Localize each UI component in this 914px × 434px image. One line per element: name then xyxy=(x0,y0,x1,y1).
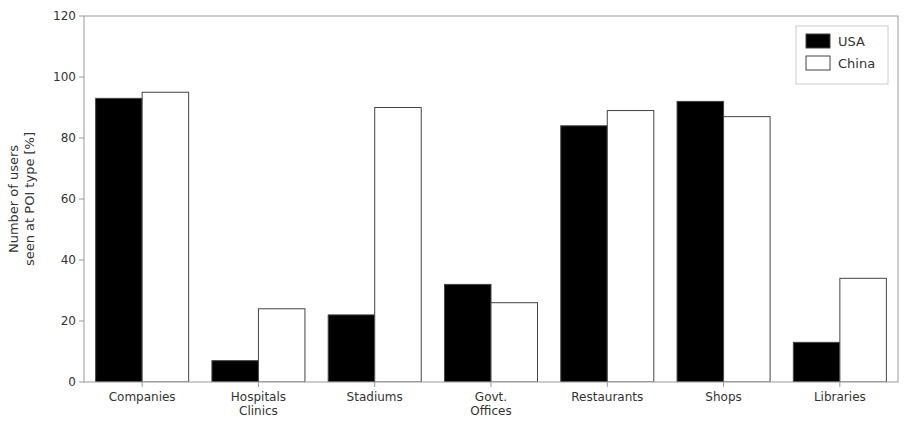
x-tick-label: Libraries xyxy=(814,390,866,404)
bar xyxy=(96,98,143,382)
y-tick xyxy=(79,260,84,261)
bar xyxy=(258,309,305,382)
legend-swatch xyxy=(806,56,830,70)
y-tick-label: 0 xyxy=(68,375,76,389)
x-tick-label: Restaurants xyxy=(571,390,643,404)
legend-swatch xyxy=(806,34,830,48)
y-tick xyxy=(79,77,84,78)
legend-label: China xyxy=(838,56,875,71)
bar xyxy=(677,101,724,382)
x-tick xyxy=(491,382,492,387)
y-tick-label: 60 xyxy=(61,192,76,206)
bar xyxy=(212,361,259,382)
bar xyxy=(607,111,654,382)
chart: 0 20 40 60 80 100 120 Companies HospitalsClinics… xyxy=(0,0,914,434)
y-tick xyxy=(79,382,84,383)
x-tick-label: HospitalsClinics xyxy=(231,390,286,418)
bars xyxy=(96,92,887,382)
legend-box xyxy=(796,26,888,84)
x-tick-label: Shops xyxy=(705,390,741,404)
x-tick xyxy=(258,382,259,387)
bar xyxy=(328,315,375,382)
y-tick-label: 100 xyxy=(53,70,76,84)
y-tick xyxy=(79,199,84,200)
x-tick-label: Govt.Offices xyxy=(470,390,511,418)
x-tick-label: Stadiums xyxy=(347,390,403,404)
bar xyxy=(561,126,608,382)
bar xyxy=(491,303,538,382)
bar xyxy=(142,92,189,382)
bar xyxy=(375,108,422,383)
x-tick-label: Companies xyxy=(109,390,176,404)
y-tick-label: 20 xyxy=(61,314,76,328)
legend: USA China xyxy=(796,26,888,84)
bar xyxy=(840,278,887,382)
y-axis-label: Number of usersseen at POI type [%] xyxy=(6,132,37,266)
y-tick xyxy=(79,321,84,322)
x-tick xyxy=(142,382,143,387)
y-tick xyxy=(79,16,84,17)
y-tick-label: 80 xyxy=(61,131,76,145)
y-tick-label: 120 xyxy=(53,9,76,23)
bar xyxy=(724,117,771,382)
x-tick xyxy=(839,382,840,387)
plot-frame xyxy=(84,16,898,382)
bar xyxy=(444,284,491,382)
legend-label: USA xyxy=(838,34,865,49)
y-tick-label: 40 xyxy=(61,253,76,267)
x-tick xyxy=(723,382,724,387)
y-tick xyxy=(79,138,84,139)
bar xyxy=(793,342,840,382)
x-tick xyxy=(607,382,608,387)
x-tick xyxy=(374,382,375,387)
